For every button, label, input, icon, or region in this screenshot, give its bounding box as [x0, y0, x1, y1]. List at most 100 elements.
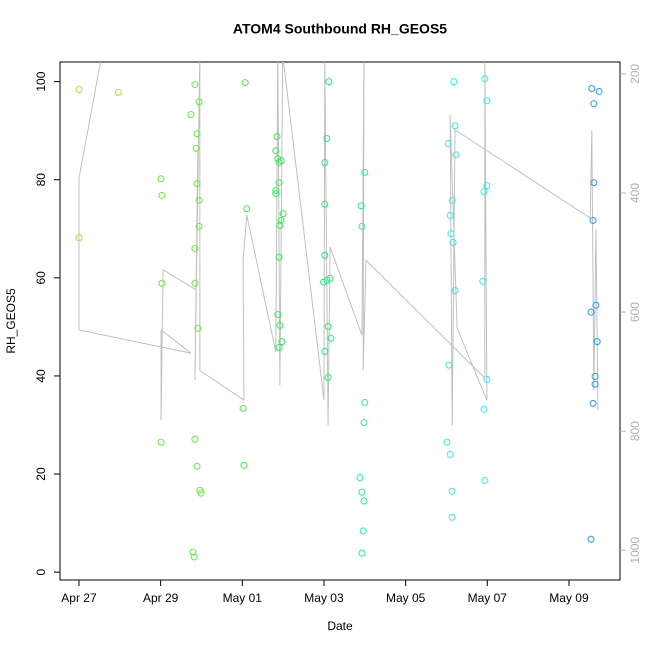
data-point: [277, 157, 285, 165]
data-point: [191, 244, 199, 252]
data-point: [360, 419, 368, 427]
x-tick-label: Apr 29: [143, 591, 179, 605]
y-tick-label: 100: [34, 71, 48, 91]
data-point: [483, 182, 491, 190]
data-point: [275, 159, 283, 167]
data-point: [591, 372, 599, 380]
data-point: [589, 399, 597, 407]
data-point: [272, 187, 280, 195]
data-point: [274, 311, 282, 319]
data-point: [239, 404, 247, 412]
data-point: [75, 85, 83, 93]
data-point: [446, 450, 454, 458]
data-point: [480, 188, 488, 195]
data-point: [276, 221, 284, 229]
data-point: [193, 462, 201, 470]
data-point: [451, 122, 459, 130]
data-point: [243, 205, 251, 213]
data-point: [590, 100, 598, 108]
data-point: [356, 473, 364, 481]
data-point: [191, 81, 199, 89]
data-point: [324, 373, 332, 381]
data-point: [358, 549, 366, 557]
data-point: [241, 79, 249, 87]
data-point: [358, 488, 366, 496]
data-point: [592, 301, 600, 309]
y-tick-label: 40: [34, 369, 48, 383]
data-point: [323, 135, 331, 143]
data-point: [450, 78, 458, 86]
data-point: [157, 175, 165, 183]
data-point: [591, 380, 599, 388]
x-tick-label: Apr 27: [61, 591, 97, 605]
data-point: [187, 110, 195, 118]
data-point: [358, 222, 366, 230]
data-point: [114, 88, 122, 96]
data-point: [444, 139, 452, 147]
data-point: [324, 322, 332, 330]
x-tick-label: May 03: [304, 591, 344, 605]
data-point: [189, 548, 197, 556]
x-tick-label: May 01: [223, 591, 263, 605]
y-tick-label: 80: [34, 173, 48, 187]
x-tick-label: May 07: [468, 591, 508, 605]
data-point: [277, 216, 285, 224]
data-point: [483, 97, 491, 105]
data-point: [193, 180, 201, 188]
data-point: [593, 338, 601, 346]
data-point: [327, 334, 335, 342]
data-point: [587, 308, 595, 316]
data-point: [451, 287, 459, 295]
y2-tick-label: 400: [628, 183, 642, 203]
plot-frame: [59, 61, 621, 581]
data-point: [448, 487, 456, 495]
data-point: [449, 239, 457, 247]
data-point: [359, 527, 367, 535]
data-point: [192, 144, 200, 152]
data-point: [590, 179, 598, 187]
data-point: [272, 147, 280, 155]
data-point: [357, 202, 365, 210]
data-point: [75, 234, 83, 242]
data-point: [275, 343, 283, 351]
data-point: [589, 216, 597, 224]
y-axis-label: RH_GEOS5: [4, 288, 18, 354]
data-point: [480, 405, 488, 413]
data-point: [272, 189, 280, 197]
data-point: [325, 78, 333, 86]
data-point: [361, 398, 369, 406]
data-point: [158, 191, 166, 199]
x-tick-label: May 09: [549, 591, 589, 605]
data-point: [595, 87, 603, 95]
data-point: [445, 361, 453, 369]
y-tick-label: 60: [34, 271, 48, 285]
data-point: [321, 200, 329, 208]
data-point: [275, 253, 283, 261]
data-point: [190, 553, 198, 561]
data-point: [361, 168, 369, 176]
data-point: [588, 84, 596, 92]
data-point: [443, 438, 451, 446]
data-point: [483, 375, 491, 383]
data-point: [195, 98, 203, 106]
data-point: [321, 251, 329, 259]
data-point: [447, 230, 455, 238]
x-axis-label: Date: [327, 619, 353, 633]
chart-title: ATOM4 Southbound RH_GEOS5: [233, 21, 447, 37]
data-point: [193, 130, 201, 138]
data-point: [158, 279, 166, 287]
data-point: [481, 476, 489, 484]
data-point: [279, 210, 287, 218]
data-point: [481, 75, 489, 83]
y2-tick-label: 600: [628, 302, 642, 322]
data-point: [360, 497, 368, 505]
pressure-line: [78, 62, 599, 426]
data-point: [191, 279, 199, 287]
data-point: [157, 438, 165, 446]
plot-area: [75, 62, 603, 561]
y2-tick-label: 200: [628, 64, 642, 84]
data-point: [195, 222, 203, 230]
data-point: [240, 461, 248, 469]
data-point: [448, 513, 456, 521]
